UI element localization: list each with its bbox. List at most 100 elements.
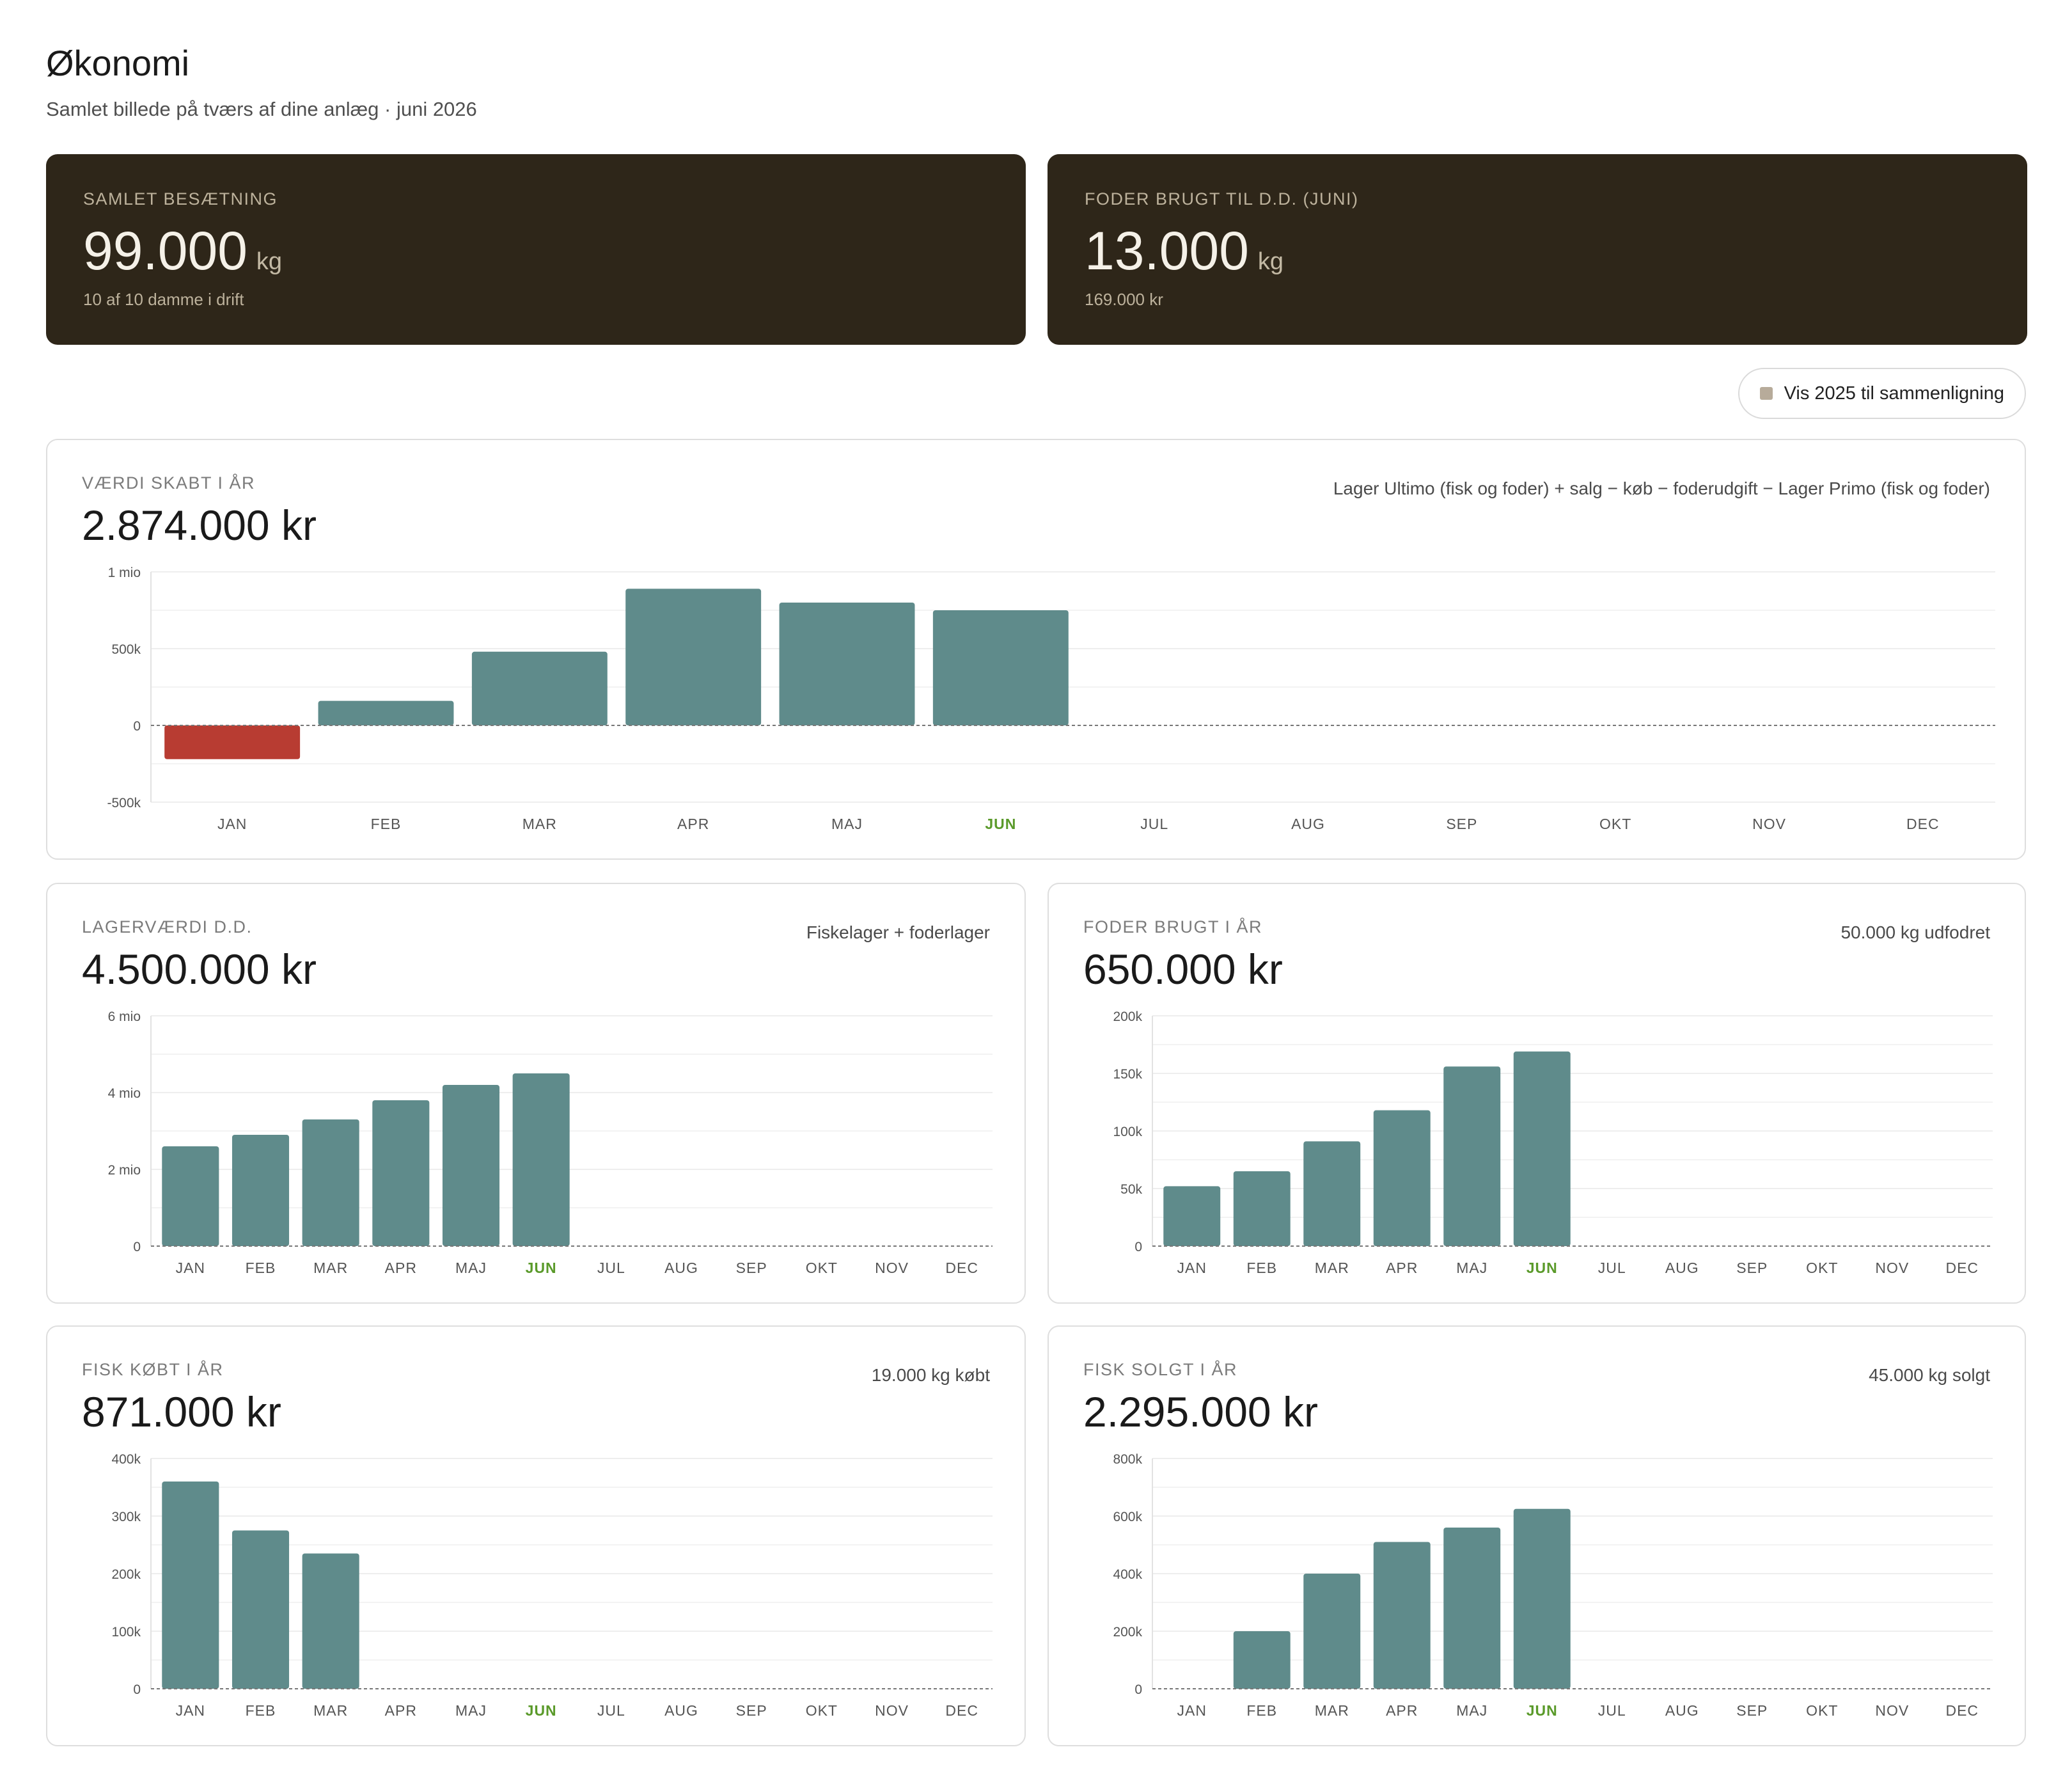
bar — [232, 1530, 290, 1689]
chart-value-created: 1 mio 500k 0 -500k JAN FEB MAR APR MAJ JUN JUL AUG S… — [107, 565, 1995, 832]
x-tick-label: MAR — [313, 1702, 348, 1719]
kpi-card-feed: FODER BRUGT TIL D.D. (JUNI) 13.000 kg 16… — [1048, 154, 2027, 345]
y-tick-label: 0 — [133, 719, 141, 734]
bar — [1163, 1186, 1221, 1246]
kpi-unit: kg — [256, 248, 283, 275]
x-tick-label: FEB — [1246, 1260, 1277, 1276]
x-tick-label: MAR — [1315, 1260, 1349, 1276]
y-tick-label: 100k — [111, 1625, 141, 1640]
y-tick-label: 1 mio — [108, 565, 141, 580]
x-tick-label: AUG — [664, 1260, 698, 1276]
y-tick-label: 0 — [133, 1682, 141, 1697]
bar — [318, 700, 454, 725]
kpi-card-stock: SAMLET BESÆTNING 99.000 kg 10 af 10 damm… — [46, 154, 1026, 345]
x-tick-label: NOV — [1875, 1260, 1909, 1276]
x-tick-label: MAR — [313, 1260, 348, 1276]
y-tick-label: 300k — [111, 1510, 141, 1524]
x-tick-label: DEC — [1906, 816, 1940, 832]
card-note: Fiskelager + foderlager — [806, 922, 990, 942]
x-tick-label: DEC — [1945, 1702, 1979, 1719]
y-tick-label: 100k — [1113, 1125, 1142, 1139]
y-tick-label: 0 — [133, 1240, 141, 1254]
x-tick-label: MAJ — [1456, 1260, 1487, 1276]
y-tick-label: 150k — [1113, 1067, 1142, 1082]
y-tick-label: 400k — [1113, 1567, 1142, 1582]
card-label: FISK SOLGT I ÅR — [1083, 1360, 1238, 1379]
bar — [164, 725, 301, 759]
bar — [442, 1085, 500, 1246]
y-tick-label: 800k — [1113, 1452, 1142, 1467]
x-tick-label: FEB — [246, 1260, 276, 1276]
bar — [625, 589, 762, 725]
card-value: 2.295.000 kr — [1083, 1388, 1318, 1435]
bar — [162, 1146, 219, 1246]
x-tick-label: MAJ — [455, 1260, 487, 1276]
x-tick-label: DEC — [1945, 1260, 1979, 1276]
chart-feed: 200k 150k 100k 50k 0 JAN FEB MAR APR MAJ JUN JUL AUG… — [1113, 1009, 1993, 1276]
x-tick-label: JUN — [1527, 1260, 1558, 1276]
bar — [1233, 1631, 1291, 1689]
bar — [1303, 1141, 1361, 1246]
bar — [471, 651, 608, 725]
bar — [1233, 1171, 1291, 1246]
x-tick-label: JAN — [1177, 1702, 1207, 1719]
kpi-label: SAMLET BESÆTNING — [83, 189, 278, 209]
x-tick-label: OKT — [1806, 1260, 1838, 1276]
bar — [1443, 1528, 1501, 1689]
x-tick-label: APR — [1386, 1702, 1418, 1719]
card-label: FISK KØBT I ÅR — [82, 1360, 224, 1379]
x-tick-label: OKT — [1599, 816, 1631, 832]
bar — [1373, 1542, 1431, 1689]
y-tick-label: 0 — [1134, 1682, 1142, 1697]
kpi-value: 13.000 kg — [1085, 220, 1283, 282]
bar — [1373, 1110, 1431, 1246]
y-tick-label: 0 — [1134, 1240, 1142, 1254]
x-tick-label: SEP — [1736, 1702, 1768, 1719]
card-note: 45.000 kg solgt — [1869, 1365, 1990, 1385]
bar — [162, 1482, 219, 1689]
bar — [1513, 1051, 1571, 1246]
x-tick-label: JUL — [597, 1702, 625, 1719]
bar — [232, 1135, 290, 1246]
chart-inventory: 6 mio 4 mio 2 mio 0 JAN FEB MAR APR MAJ JUN JUL AUG… — [108, 1009, 993, 1276]
card-label: FODER BRUGT I ÅR — [1083, 917, 1263, 936]
x-tick-label: SEP — [1446, 816, 1477, 832]
x-tick-label: SEP — [1736, 1260, 1768, 1276]
x-tick-label: SEP — [736, 1702, 767, 1719]
page-subtitle: Samlet billede på tværs af dine anlæg · … — [46, 98, 477, 120]
x-tick-label: APR — [385, 1260, 417, 1276]
card-fish-bought: FISK KØBT I ÅR 871.000 kr 19.000 kg købt… — [46, 1325, 1026, 1746]
x-tick-label: JAN — [217, 816, 247, 832]
card-note: 19.000 kg købt — [871, 1365, 990, 1385]
legend-swatch-icon — [1759, 387, 1773, 400]
y-tick-label: 400k — [111, 1452, 141, 1467]
y-tick-label: 4 mio — [108, 1086, 141, 1101]
card-value-created: VÆRDI SKABT I ÅR 2.874.000 kr Lager Ulti… — [46, 439, 2026, 860]
x-tick-label: JAN — [176, 1260, 205, 1276]
card-inventory: LAGERVÆRDI D.D. 4.500.000 kr Fiskelager … — [46, 883, 1026, 1304]
card-value: 4.500.000 kr — [82, 945, 317, 993]
bar — [932, 610, 1069, 725]
x-tick-label: OKT — [806, 1702, 838, 1719]
kpi-value: 99.000 kg — [83, 220, 282, 282]
x-tick-label: MAJ — [831, 816, 863, 832]
x-tick-label: FEB — [1246, 1702, 1277, 1719]
card-note: Lager Ultimo (fisk og foder) + salg − kø… — [1333, 478, 1990, 498]
bar — [779, 603, 915, 725]
x-tick-label: SEP — [736, 1260, 767, 1276]
kpi-label: FODER BRUGT TIL D.D. (JUNI) — [1085, 189, 1359, 209]
card-value: 2.874.000 kr — [82, 502, 317, 549]
bar — [372, 1100, 430, 1246]
x-tick-label: JUN — [526, 1702, 557, 1719]
y-tick-label: 200k — [1113, 1009, 1142, 1024]
x-tick-label: AUG — [1291, 816, 1325, 832]
x-tick-label: JUL — [1598, 1260, 1626, 1276]
x-tick-label: OKT — [1806, 1702, 1838, 1719]
x-tick-label: JUN — [985, 816, 1016, 832]
compare-2025-toggle[interactable]: Vis 2025 til sammenligning — [1738, 368, 2026, 419]
x-tick-label: APR — [385, 1702, 417, 1719]
bar — [1443, 1066, 1501, 1246]
kpi-number: 99.000 — [83, 221, 247, 281]
chart-fish-sold: 800k 600k 400k 200k 0 JAN FEB MAR APR MAJ JUN JUL AU… — [1113, 1452, 1993, 1719]
x-tick-label: NOV — [1752, 816, 1786, 832]
